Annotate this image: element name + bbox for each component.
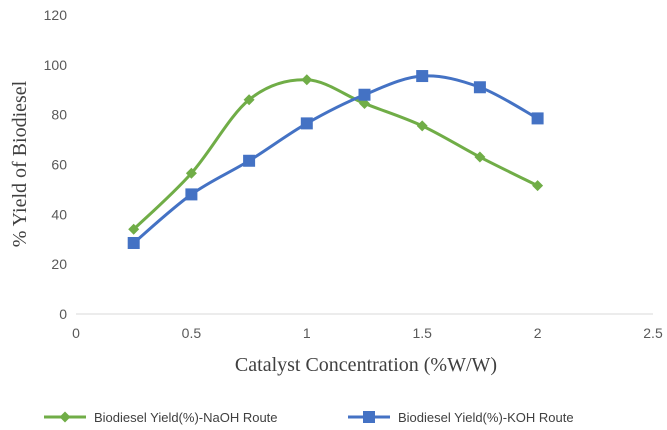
y-tick-label: 0 <box>59 306 67 322</box>
legend-marker <box>59 411 71 423</box>
x-tick-label: 2.5 <box>643 325 663 341</box>
legend-label: Biodiesel Yield(%)-KOH Route <box>398 410 574 425</box>
x-tick-label: 1.5 <box>412 325 432 341</box>
legend-item: Biodiesel Yield(%)-KOH Route <box>348 410 574 425</box>
y-tick-label: 20 <box>51 256 67 272</box>
data-point <box>474 151 486 163</box>
data-point <box>358 88 371 101</box>
legend-marker <box>363 411 375 423</box>
data-point <box>243 94 255 106</box>
x-tick-label: 1 <box>303 325 311 341</box>
data-point <box>127 236 140 249</box>
data-point <box>185 188 198 201</box>
data-point <box>300 117 313 130</box>
y-tick-label: 120 <box>44 7 68 23</box>
data-point <box>128 223 140 235</box>
tick-labels: 0 0.5 1 1.5 2 2.5 0 20 40 60 80 100 120 <box>44 7 663 341</box>
y-tick-label: 60 <box>51 157 67 173</box>
x-tick-label: 0.5 <box>182 325 202 341</box>
x-tick-label: 0 <box>72 325 80 341</box>
y-tick-label: 40 <box>51 206 67 222</box>
data-point <box>185 167 197 179</box>
x-axis-title: Catalyst Concentration (%W/W) <box>235 354 497 376</box>
legend: Biodiesel Yield(%)-NaOH Route Biodiesel Y… <box>44 410 574 425</box>
data-point <box>243 154 256 167</box>
y-tick-label: 80 <box>51 107 67 123</box>
data-point <box>531 112 544 125</box>
legend-item: Biodiesel Yield(%)-NaOH Route <box>44 410 278 425</box>
series-koh <box>127 70 544 249</box>
data-point <box>301 74 313 86</box>
series-naoh <box>128 74 544 235</box>
data-point <box>416 120 428 132</box>
y-axis-title: % Yield of Biodiesel <box>9 80 31 247</box>
series-layer <box>127 70 544 249</box>
x-tick-label: 2 <box>534 325 542 341</box>
series-line <box>132 78 540 231</box>
legend-label: Biodiesel Yield(%)-NaOH Route <box>94 410 278 425</box>
data-point <box>532 180 544 192</box>
data-point <box>416 70 429 83</box>
data-point <box>473 81 486 94</box>
y-tick-label: 100 <box>44 57 68 73</box>
